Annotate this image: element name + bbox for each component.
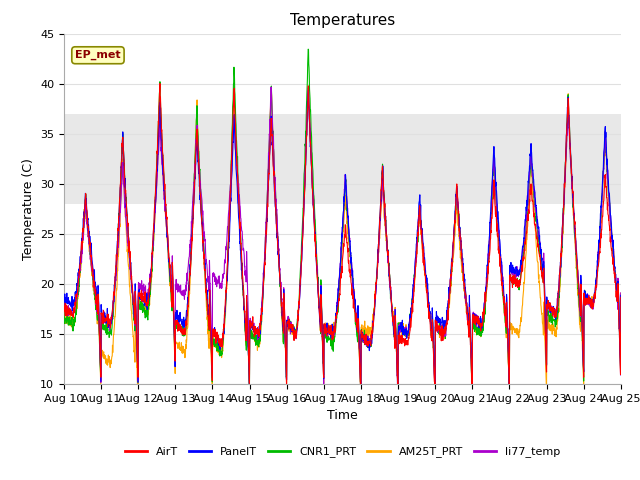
PanelT — [60, 297, 68, 302]
CNR1_PRT — [359, 331, 367, 336]
AirT — [584, 296, 591, 302]
li77_temp — [359, 332, 367, 338]
AM25T_PRT — [134, 396, 142, 401]
AM25T_PRT — [230, 84, 238, 89]
PanelT — [305, 84, 312, 90]
CNR1_PRT — [216, 347, 223, 353]
li77_temp — [60, 304, 68, 310]
AM25T_PRT — [216, 343, 223, 349]
AirT — [156, 81, 164, 86]
AM25T_PRT — [505, 366, 513, 372]
Line: li77_temp: li77_temp — [64, 87, 621, 396]
AM25T_PRT — [371, 288, 379, 294]
AM25T_PRT — [584, 301, 591, 307]
AirT — [216, 339, 223, 345]
Bar — [64, 114, 621, 204]
li77_temp — [371, 300, 379, 306]
PanelT — [617, 292, 625, 298]
CNR1_PRT — [394, 393, 402, 399]
AM25T_PRT — [617, 290, 625, 296]
AirT — [359, 334, 367, 339]
AirT — [617, 295, 625, 300]
Line: PanelT: PanelT — [64, 87, 621, 395]
li77_temp — [617, 290, 625, 296]
li77_temp — [216, 273, 223, 279]
PanelT — [505, 351, 513, 357]
Text: EP_met: EP_met — [75, 50, 121, 60]
AirT — [60, 300, 68, 306]
li77_temp — [568, 182, 576, 188]
CNR1_PRT — [371, 303, 379, 309]
Line: CNR1_PRT: CNR1_PRT — [64, 49, 621, 396]
CNR1_PRT — [584, 297, 591, 303]
CNR1_PRT — [505, 361, 513, 367]
PanelT — [216, 338, 223, 344]
CNR1_PRT — [305, 46, 312, 52]
PanelT — [371, 301, 379, 307]
X-axis label: Time: Time — [327, 409, 358, 422]
CNR1_PRT — [568, 183, 576, 189]
li77_temp — [431, 393, 439, 399]
PanelT — [584, 296, 591, 301]
AM25T_PRT — [568, 182, 576, 188]
AM25T_PRT — [60, 315, 68, 321]
PanelT — [359, 331, 367, 336]
Legend: AirT, PanelT, CNR1_PRT, AM25T_PRT, li77_temp: AirT, PanelT, CNR1_PRT, AM25T_PRT, li77_… — [120, 442, 564, 462]
li77_temp — [584, 295, 591, 301]
PanelT — [431, 392, 439, 397]
PanelT — [568, 174, 576, 180]
CNR1_PRT — [60, 309, 68, 315]
Line: AirT: AirT — [64, 84, 621, 396]
Title: Temperatures: Temperatures — [290, 13, 395, 28]
li77_temp — [505, 362, 513, 368]
AirT — [357, 393, 365, 399]
Line: AM25T_PRT: AM25T_PRT — [64, 86, 621, 398]
AirT — [568, 180, 576, 185]
AirT — [505, 363, 513, 369]
AM25T_PRT — [359, 327, 367, 333]
CNR1_PRT — [617, 293, 625, 299]
li77_temp — [268, 84, 275, 90]
Y-axis label: Temperature (C): Temperature (C) — [22, 158, 35, 260]
AirT — [371, 291, 379, 297]
